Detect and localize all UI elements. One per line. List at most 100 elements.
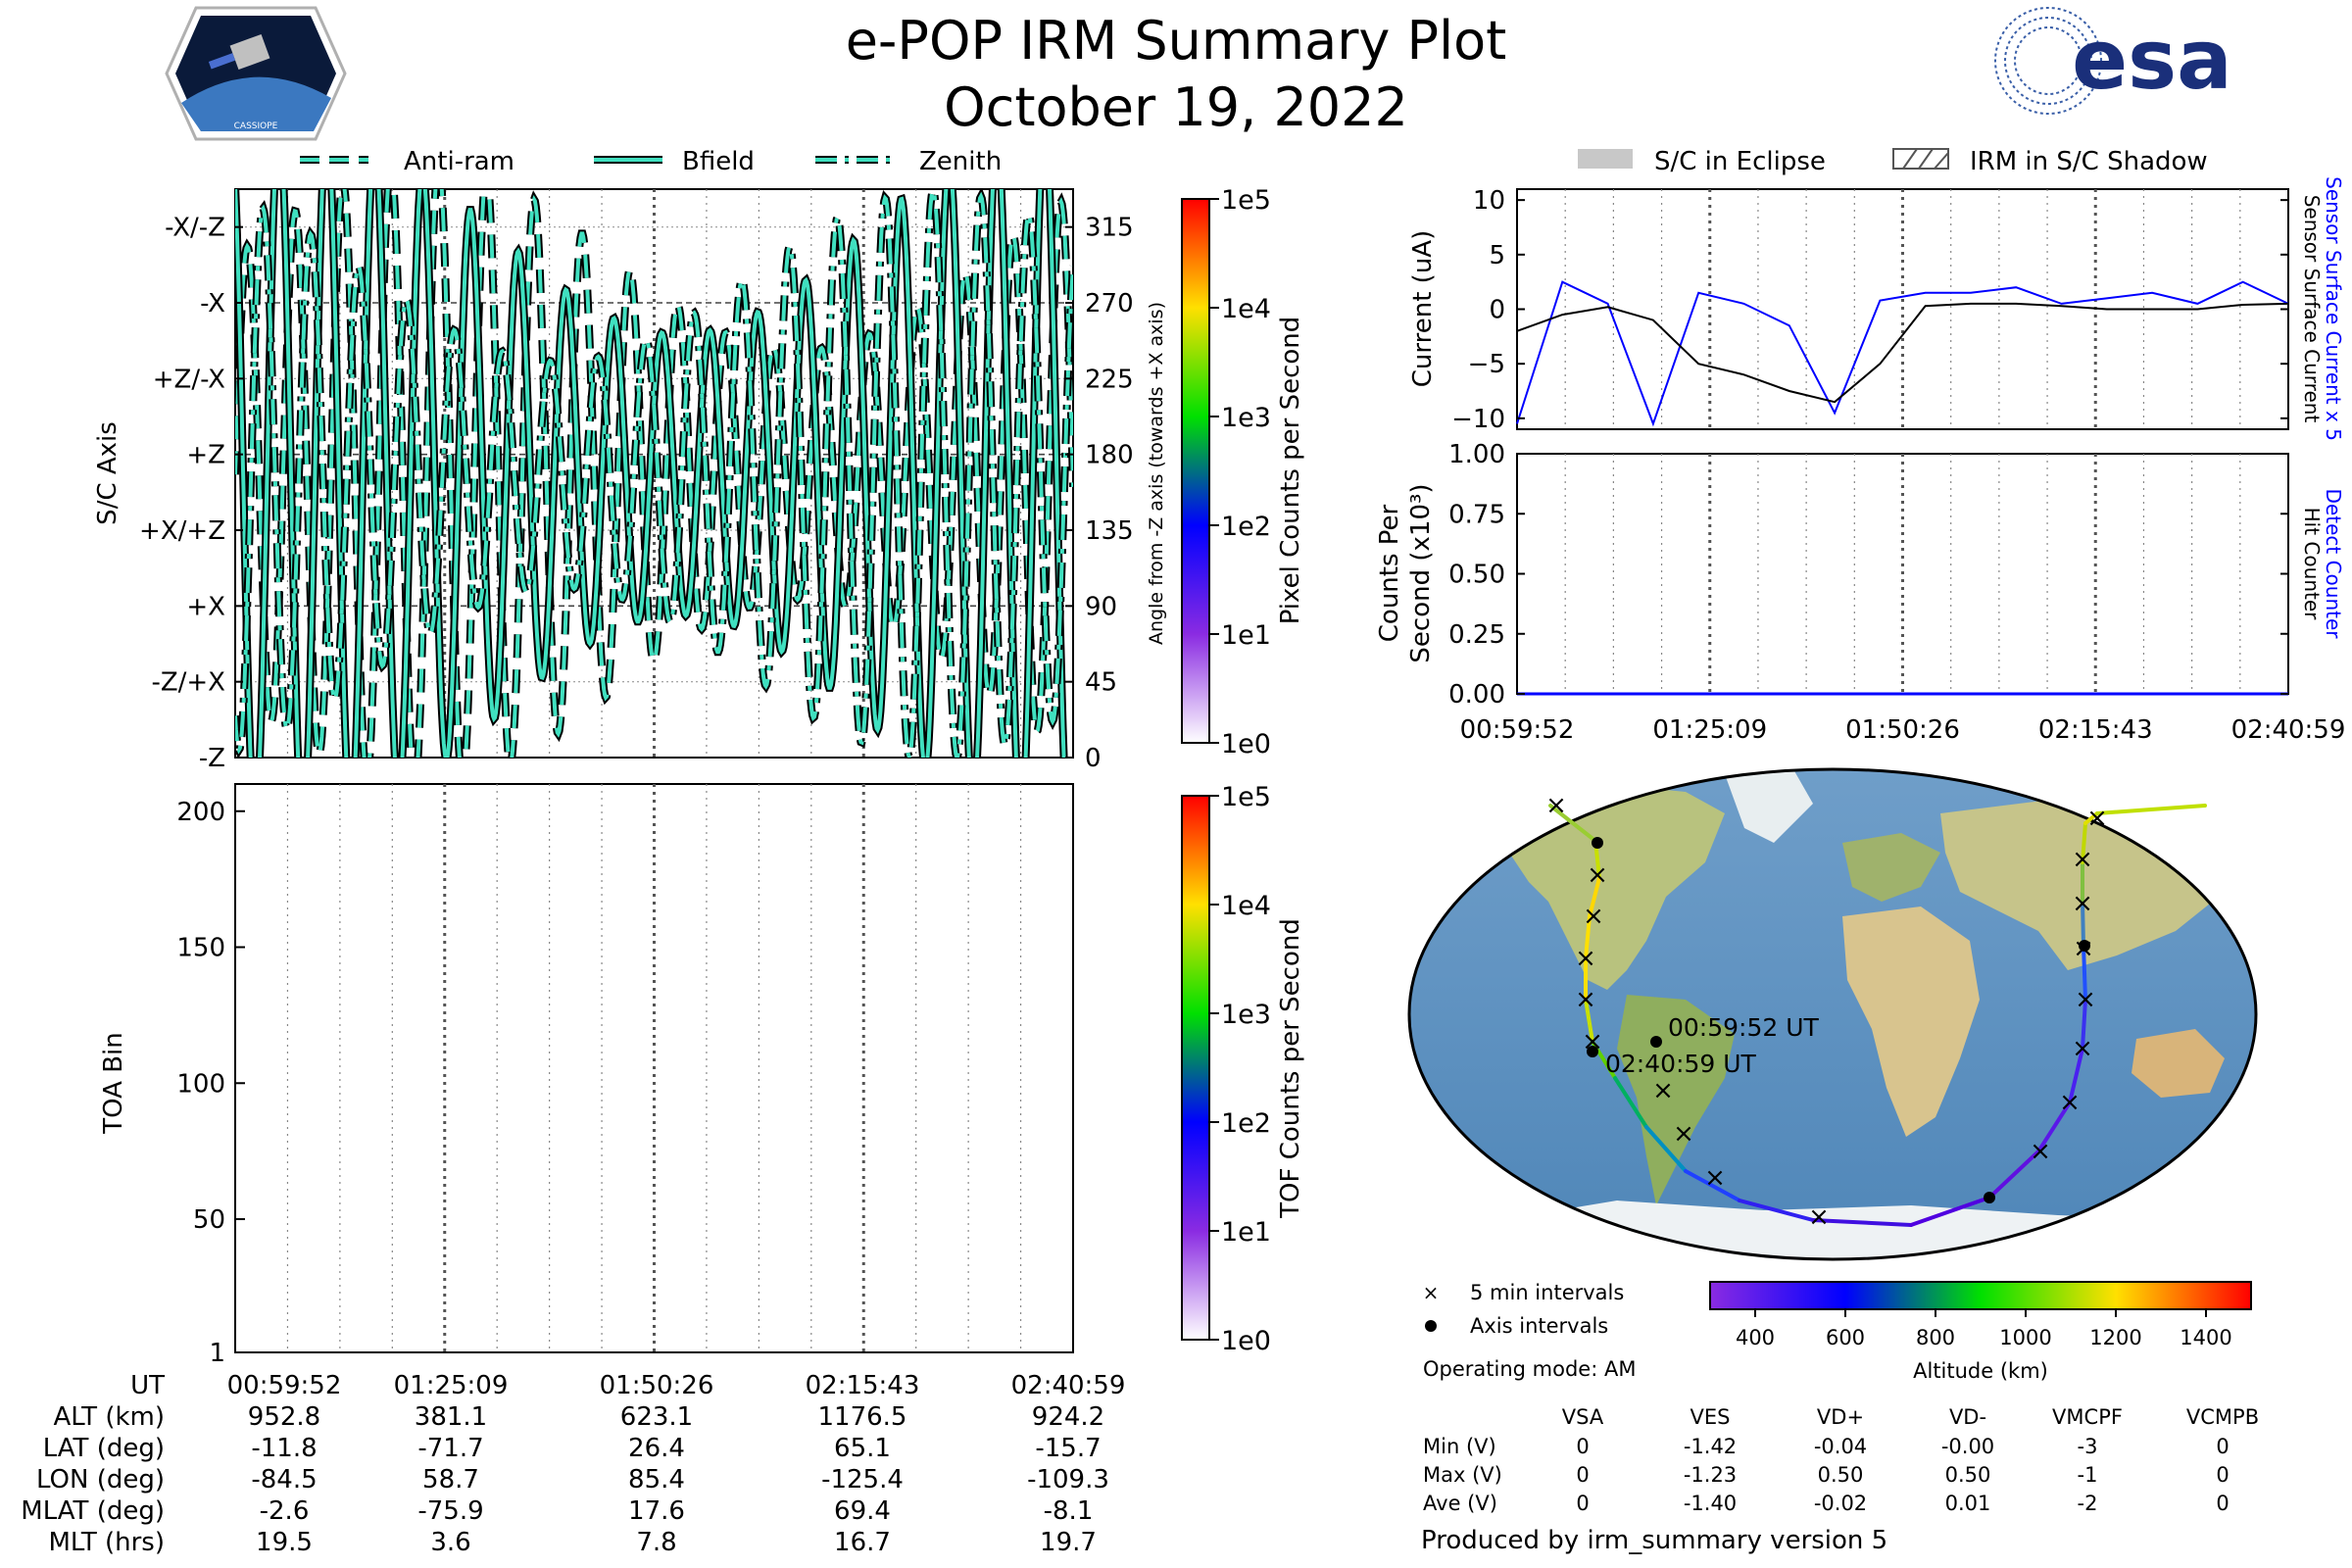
ephemeris-cell: 1176.5 xyxy=(818,1402,907,1432)
ephemeris-cell: 26.4 xyxy=(628,1434,685,1463)
voltage-header: VSA xyxy=(1562,1405,1604,1429)
ephemeris-cell: -109.3 xyxy=(1027,1465,1109,1494)
counts-xtick-label: 02:15:43 xyxy=(2038,715,2153,745)
voltage-cell: -2 xyxy=(2078,1492,2098,1515)
voltage-cell: -0.02 xyxy=(1814,1492,1867,1515)
ephemeris-cell: -2.6 xyxy=(260,1496,310,1526)
ephemeris-cell: -8.1 xyxy=(1044,1496,1094,1526)
counts-ylabel-line2: Second (x10³) xyxy=(1406,483,1436,662)
ephemeris-row-label: UT xyxy=(130,1371,165,1400)
page-title: e-POP IRM Summary Plot xyxy=(846,10,1507,72)
attitude-angle-tick: 225 xyxy=(1085,365,1134,394)
attitude-angle-tick: 135 xyxy=(1085,516,1134,546)
axis-interval-marker xyxy=(1984,1192,1995,1203)
ephemeris-row-label: MLT (hrs) xyxy=(49,1528,166,1557)
ephemeris-cell: 01:50:26 xyxy=(600,1371,714,1400)
counts-time-gridlines xyxy=(1564,454,2241,694)
track-segment xyxy=(1584,914,1592,960)
attitude-ylabel-right: Angle from -Z axis (towards +X axis) xyxy=(1146,302,1167,645)
colorbar-tick-label: 1e4 xyxy=(1221,294,1271,324)
counts-right-label-black: Hit Counter xyxy=(2300,508,2324,620)
track-segment xyxy=(2081,998,2087,1051)
ephemeris-cell: 00:59:52 xyxy=(227,1371,342,1400)
five-min-marker: × xyxy=(1808,1202,1830,1232)
voltage-table: VSA VES VD+ VD- VMCPF VCMPB Min (V) 0 -1.42 -0.04… xyxy=(1423,1405,2259,1515)
toa-ylabel: TOA Bin xyxy=(99,1032,128,1134)
esa-logo-text: esa xyxy=(2072,12,2232,108)
colorbar-tick-label: 1e2 xyxy=(1221,512,1271,542)
five-min-marker: × xyxy=(1575,944,1596,973)
attitude-axis-label: +Z xyxy=(186,441,225,470)
cassiope-badge: CASSIOPE xyxy=(165,6,347,141)
current-ytick-label: 10 xyxy=(1473,186,1505,216)
zenith-trace xyxy=(235,189,1073,758)
attitude-axis-labels: -X/-Z -X +Z/-X +Z +X/+Z +X -Z/+X -Z xyxy=(139,214,243,773)
toa-ytick-label: 100 xyxy=(176,1069,225,1099)
attitude-axis-label: -Z xyxy=(199,744,225,773)
counts-panel: 1.00 0.75 0.50 0.25 0.00 00:59:52 01:25:09 01:… xyxy=(1375,440,2345,745)
track-segment xyxy=(1909,1196,1991,1227)
voltage-cell: -1.40 xyxy=(1684,1492,1737,1515)
track-segment xyxy=(2082,944,2087,1002)
toa-ytick-label: 200 xyxy=(176,798,225,827)
five-min-marker: × xyxy=(2072,889,2093,918)
counts-xtick-label: 00:59:52 xyxy=(1460,715,1575,745)
voltage-row-label: Ave (V) xyxy=(1423,1492,1497,1515)
attitude-angle-tick: 90 xyxy=(1085,592,1117,621)
current-right-label-black: Sensor Surface Current xyxy=(2300,195,2324,423)
ephemeris-cell: 924.2 xyxy=(1032,1402,1104,1432)
ephemeris-cell: -71.7 xyxy=(417,1434,483,1463)
ephemeris-row-label: LON (deg) xyxy=(36,1465,165,1494)
toa-time-gridlines xyxy=(286,784,1022,1352)
legend-anti-ram: Anti-ram xyxy=(404,147,514,176)
ephemeris-cell: 623.1 xyxy=(620,1402,693,1432)
counts-ylabel-line1: Counts Per xyxy=(1375,504,1404,642)
voltage-cell: -1.23 xyxy=(1684,1463,1737,1487)
cross-icon: × xyxy=(1423,1281,1440,1304)
europe xyxy=(1842,833,1940,902)
ephemeris-cell: 17.6 xyxy=(628,1496,685,1526)
altitude-tick-label: 1400 xyxy=(2180,1326,2231,1349)
five-min-marker: × xyxy=(1704,1163,1726,1193)
north-america xyxy=(1490,784,1725,990)
track-start-label: 00:59:52 UT xyxy=(1668,1013,1820,1042)
ephemeris-cell: -125.4 xyxy=(821,1465,904,1494)
voltage-cell: 0 xyxy=(1576,1492,1589,1515)
track-segment xyxy=(2081,821,2087,864)
altitude-label: Altitude (km) xyxy=(1913,1359,2048,1383)
ephemeris-cell: 3.6 xyxy=(430,1528,470,1557)
altitude-colorbar: 400 600 800 1000 1200 1400 Altitude (km) xyxy=(1709,1281,2252,1383)
attitude-axis-label: -Z/+X xyxy=(151,668,225,698)
voltage-cell: -1 xyxy=(2078,1463,2098,1487)
ephemeris-cell: 19.5 xyxy=(256,1528,313,1557)
voltage-header: VES xyxy=(1690,1405,1731,1429)
track-segment xyxy=(2095,804,2207,815)
south-america xyxy=(1617,995,1735,1205)
toa-ytick-label: 1 xyxy=(209,1339,225,1368)
axis-interval-marker xyxy=(1650,1036,1662,1048)
five-min-marker: × xyxy=(1652,1076,1674,1105)
pixel-colorbar: 1e5 1e4 1e3 1e2 1e1 1e0 Pixel Counts per Seco… xyxy=(1181,185,1305,760)
ephemeris-cell: 02:15:43 xyxy=(806,1371,920,1400)
legend-zenith: Zenith xyxy=(919,147,1002,176)
greenland xyxy=(1725,769,1813,843)
voltage-header: VCMPB xyxy=(2186,1405,2259,1429)
ephemeris-cell: 16.7 xyxy=(834,1528,891,1557)
ephemeris-row-label: ALT (km) xyxy=(53,1402,165,1432)
voltage-header: VMCPF xyxy=(2052,1405,2123,1429)
voltage-cell: 0 xyxy=(2216,1492,2229,1515)
voltage-cell: 0 xyxy=(1576,1435,1589,1458)
track-segment xyxy=(2083,811,2099,825)
toa-panel: 200 150 100 50 1 TOA Bin xyxy=(99,783,1074,1368)
current-time-gridlines xyxy=(1564,189,2241,429)
track-markers: ×××××××××××××××××× xyxy=(1545,791,2108,1232)
bfield-trace xyxy=(235,189,1066,758)
colorbar-tick-label: 1e4 xyxy=(1221,891,1271,921)
five-min-marker: × xyxy=(1673,1119,1694,1149)
attitude-axis-label: -X/-Z xyxy=(165,214,225,243)
ephemeris-cell: -11.8 xyxy=(251,1434,317,1463)
track-segment xyxy=(1584,998,1594,1044)
counts-ytick-label: 0.25 xyxy=(1448,620,1505,650)
voltage-cell: 0.01 xyxy=(1945,1492,1991,1515)
